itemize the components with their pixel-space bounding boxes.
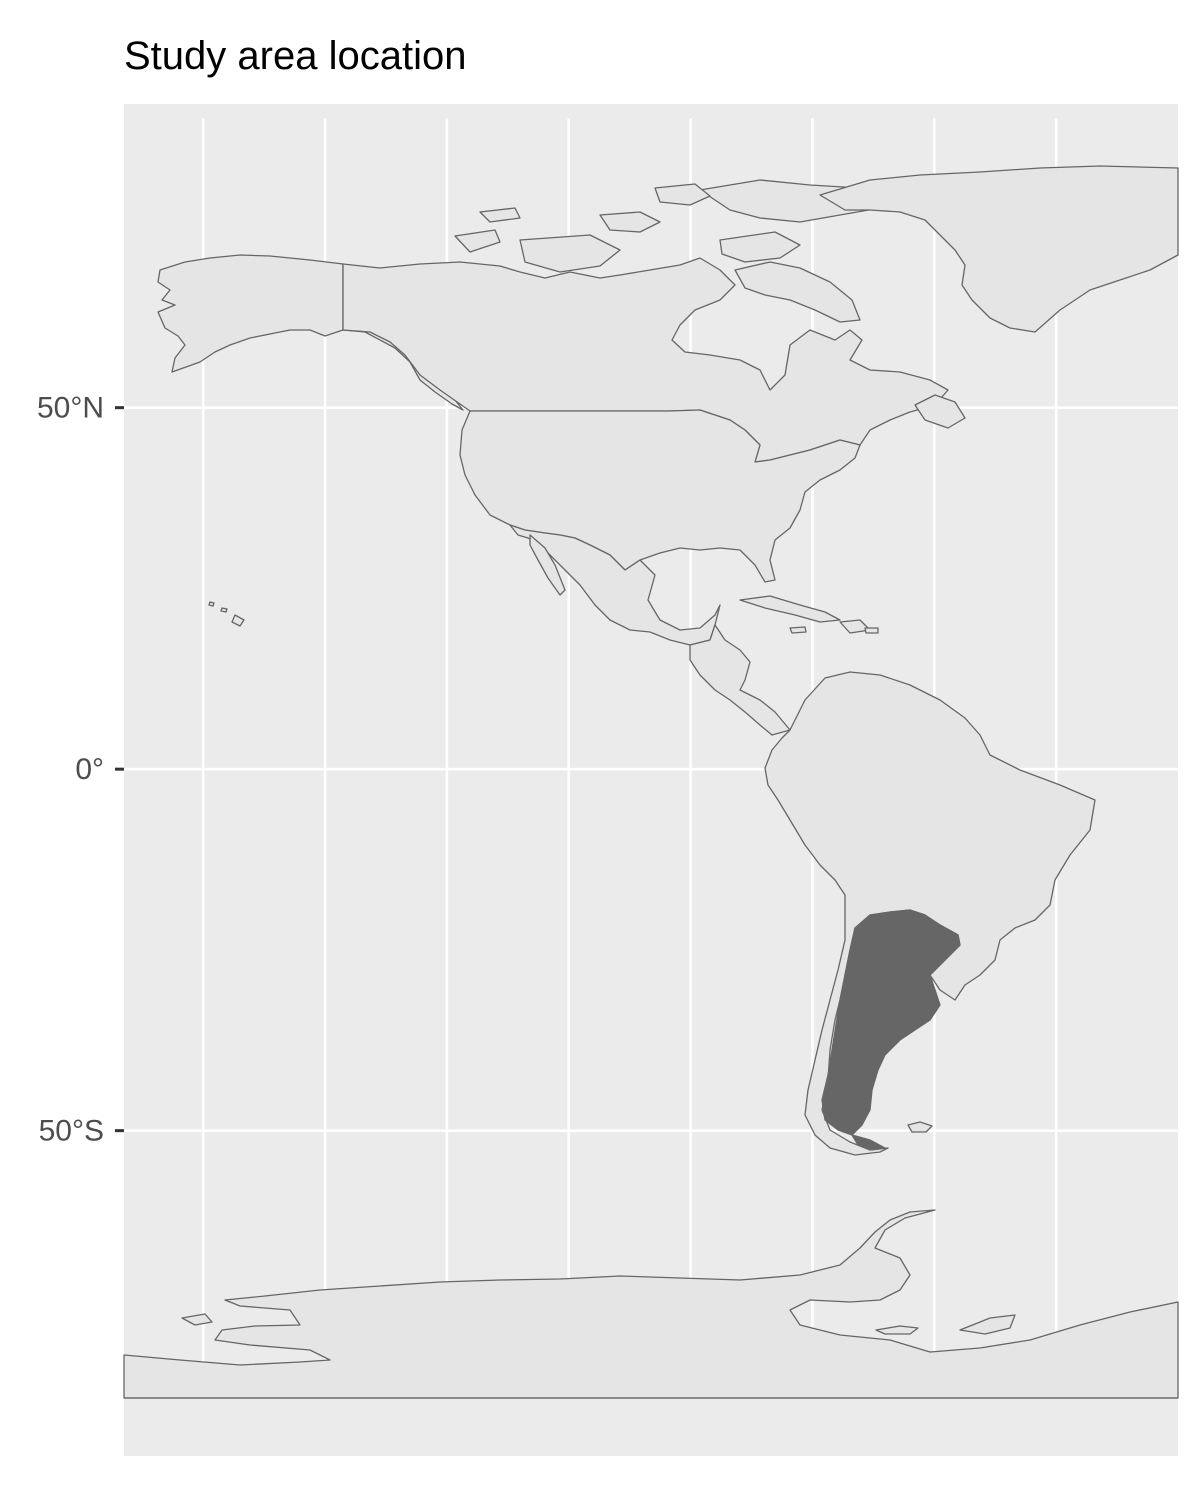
land-arctic-island-5 — [519, 234, 621, 273]
land-hawaii-small — [208, 601, 228, 613]
land-arctic-island-7 — [454, 229, 501, 253]
y-tick-label: 50°S — [39, 1115, 104, 1148]
land-antarctica — [123, 1209, 1179, 1399]
land-arctic-island-6 — [479, 207, 521, 223]
land-greenland — [819, 165, 1179, 333]
land-baffin-island — [734, 261, 861, 323]
y-axis: 50°N 0° 50°S — [37, 392, 124, 1148]
land-antarctic-island-1 — [181, 1313, 213, 1326]
land-antarctic-island-3 — [875, 1325, 919, 1335]
land-arctic-island-3 — [719, 231, 801, 263]
land-mexico — [509, 524, 721, 646]
highlight-argentina — [821, 909, 961, 1136]
land-arctic-island-4 — [599, 211, 661, 233]
land-hawaii — [231, 614, 245, 627]
y-tick-label: 0° — [75, 753, 104, 786]
land-baja-california — [529, 534, 566, 596]
land-jamaica — [789, 626, 807, 634]
land-arctic-island-2 — [654, 183, 711, 206]
land-central-america — [689, 624, 791, 736]
map-title: Study area location — [124, 34, 467, 78]
land-cuba — [739, 595, 841, 623]
highlight-tierra-del-fuego — [850, 1133, 888, 1151]
land-newfoundland — [914, 394, 966, 429]
land-falkland-islands — [907, 1121, 933, 1133]
y-tick-label: 50°N — [37, 392, 104, 425]
land-puerto-rico — [864, 627, 879, 634]
land-alaska — [157, 254, 464, 411]
land-antarctic-island-2 — [959, 1314, 1016, 1335]
